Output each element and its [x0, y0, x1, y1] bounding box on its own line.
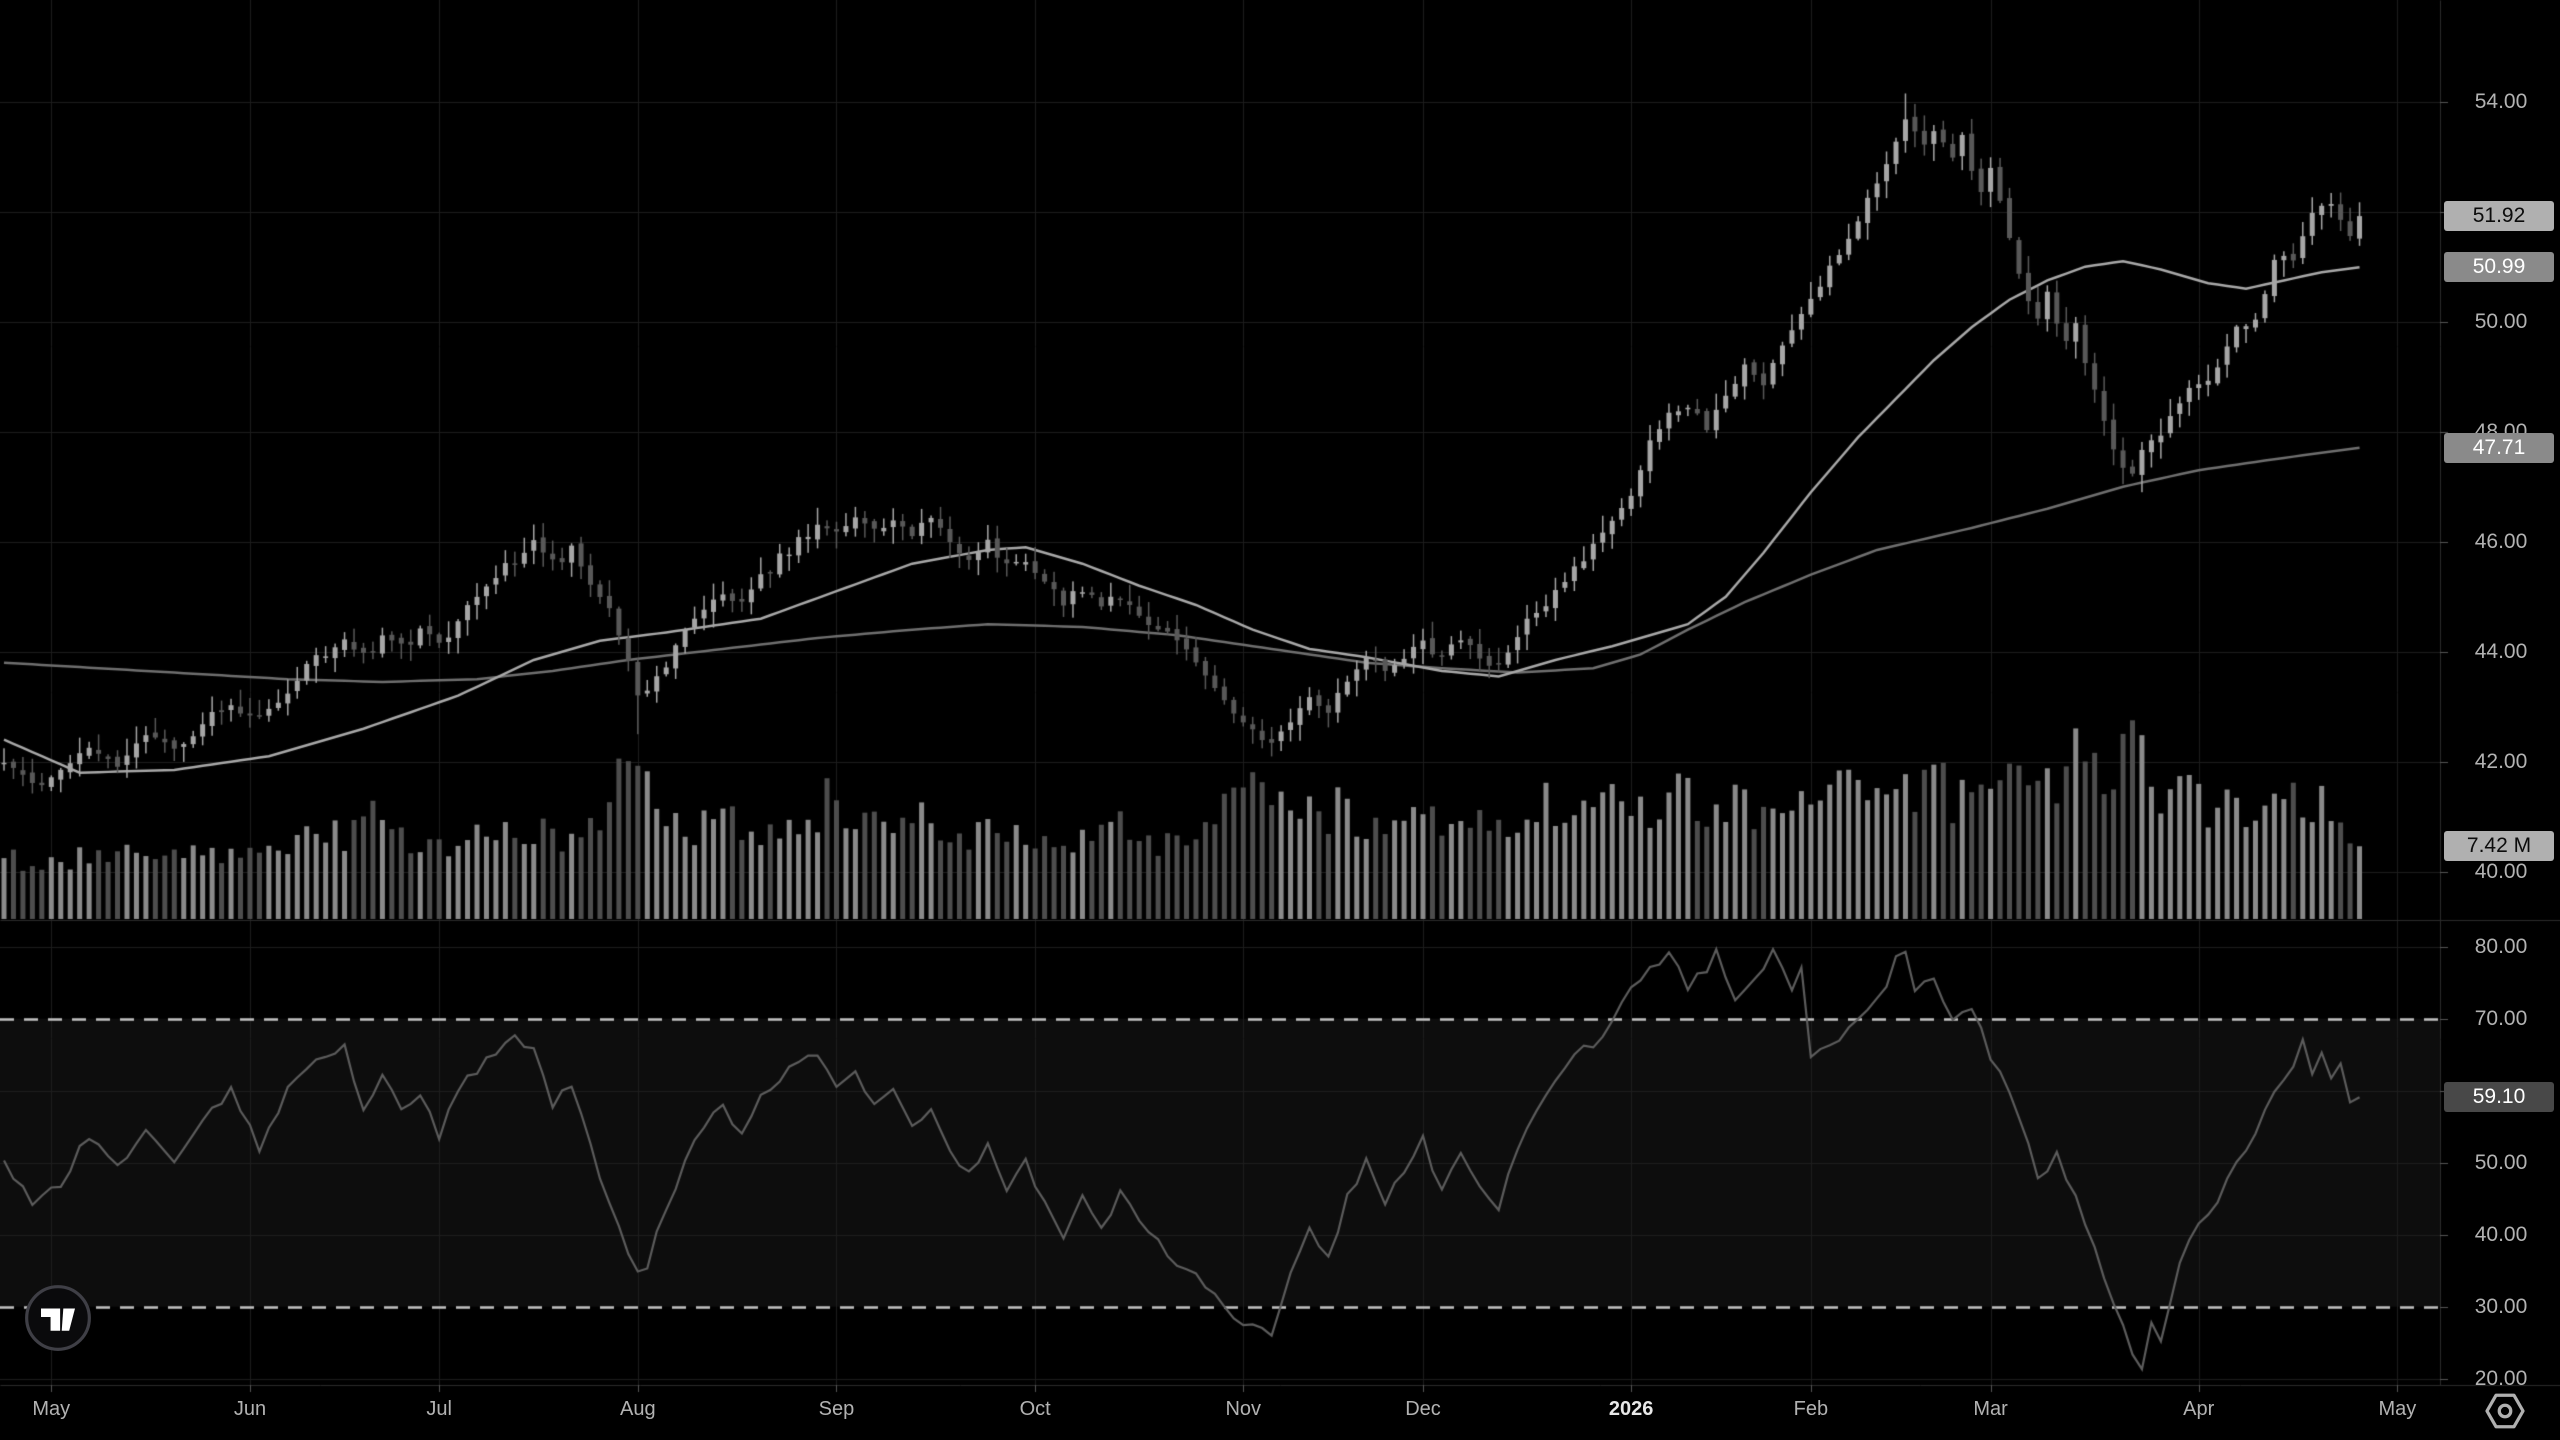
last-volume-badge: 7.42 M: [2444, 831, 2554, 862]
rsi-value-badge: 59.10: [2444, 1082, 2554, 1113]
rsi-axis-label: 80.00: [2474, 934, 2528, 958]
price-axis-label: 44.00: [2474, 639, 2528, 663]
rsi-axis-label: 40.00: [2474, 1222, 2528, 1246]
rsi-axis-label: 70.00: [2474, 1006, 2528, 1030]
rsi-axis-label: 30.00: [2474, 1294, 2528, 1318]
time-axis-month-label: Feb: [1793, 1398, 1829, 1420]
time-axis[interactable]: May Jun Jul Aug Sep Oct Nov Dec 2026 Feb Mar Apr May: [0, 1386, 2560, 1440]
time-axis-month-label: May: [2378, 1398, 2417, 1420]
time-axis-month-label: Dec: [1405, 1398, 1441, 1420]
time-axis-month-label: Nov: [1225, 1398, 1262, 1420]
time-axis-month-label: Jun: [233, 1398, 267, 1420]
logo-t-glyph: [41, 1308, 61, 1331]
logo-v-glyph: [61, 1308, 75, 1331]
tradingview-logo[interactable]: [24, 1284, 92, 1352]
time-axis-month-label: Aug: [620, 1398, 656, 1420]
price-axis-label: 50.00: [2474, 309, 2528, 333]
ma-fast-value-badge: 50.99: [2444, 252, 2554, 283]
gear-hexagon: [2485, 1393, 2525, 1429]
time-axis-year-label: 2026: [1608, 1398, 1654, 1420]
gear-icon[interactable]: [2482, 1388, 2528, 1434]
time-axis-month-label: Oct: [1019, 1398, 1051, 1420]
time-axis-month-label: Sep: [818, 1398, 855, 1420]
time-axis-month-label: Mar: [1973, 1398, 2008, 1420]
ma-slow-value-badge: 47.71: [2444, 432, 2554, 463]
rsi-axis-label: 20.00: [2474, 1366, 2528, 1390]
time-axis-month-label: Jul: [426, 1398, 452, 1420]
price-axis-label: 40.00: [2474, 859, 2528, 883]
time-axis-month-label: May: [32, 1398, 71, 1420]
rsi-axis-label: 50.00: [2474, 1150, 2528, 1174]
gear-center: [2497, 1403, 2513, 1419]
last-price-badge: 51.92: [2444, 201, 2554, 232]
price-axis-label: 46.00: [2474, 529, 2528, 553]
price-axis-label: 54.00: [2474, 89, 2528, 113]
time-axis-month-label: Apr: [2183, 1398, 2215, 1420]
price-axis-label: 42.00: [2474, 749, 2528, 773]
